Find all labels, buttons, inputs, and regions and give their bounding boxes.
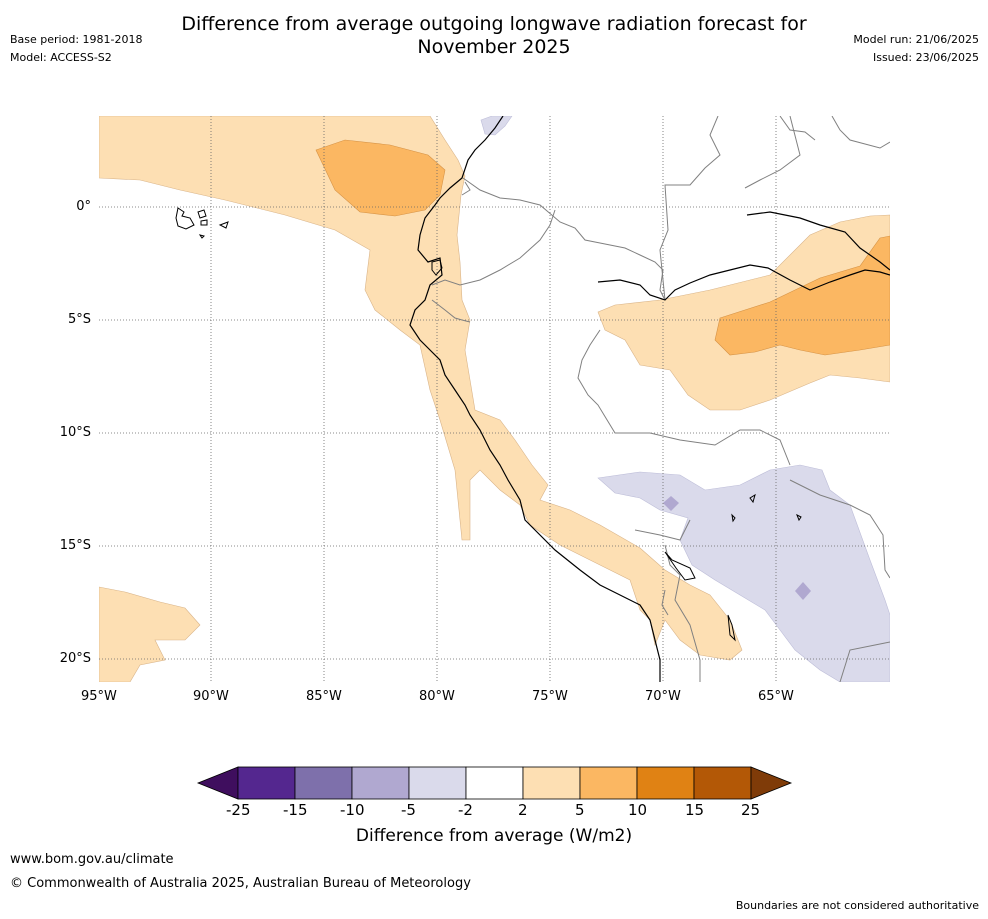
lat-label-20s: 20°S <box>59 651 91 666</box>
anomaly-spot-1 <box>663 496 679 511</box>
colorbar-swatch-5 <box>465 766 524 800</box>
anomaly-region-strong-ne-pacific <box>315 139 446 217</box>
footer-disclaimer: Boundaries are not considered authoritat… <box>735 899 979 912</box>
footer-copyright: © Commonwealth of Australia 2025, Austra… <box>10 876 471 891</box>
colorbar-tick: -2 <box>458 801 473 819</box>
lon-label-80w: 80°W <box>419 689 455 704</box>
colorbar-tick: -25 <box>226 801 251 819</box>
lat-label-5s: 5°S <box>67 312 91 327</box>
lat-label-10s: 10°S <box>59 425 91 440</box>
islands <box>175 207 802 642</box>
colorbar-tick: -15 <box>283 801 308 819</box>
lat-label-15s: 15°S <box>59 538 91 553</box>
issued-text: Issued: 23/06/2025 <box>872 51 979 64</box>
colorbar-low-extension <box>196 766 239 800</box>
model-run-text: Model run: 21/06/2025 <box>853 33 979 46</box>
coastline <box>409 116 890 682</box>
base-period-text: Base period: 1981-2018 <box>10 33 143 46</box>
meta-right: Model run: 21/06/2025 Issued: 23/06/2025 <box>853 31 979 67</box>
colorbar-swatch-2 <box>294 766 353 800</box>
colorbar-swatch-7 <box>579 766 638 800</box>
anomaly-region-strong-amazon <box>714 235 890 356</box>
anomaly-spot-2 <box>795 582 811 600</box>
title-line-1: Difference from average outgoing longwav… <box>181 13 807 35</box>
lon-label-95w: 95°W <box>81 689 117 704</box>
colorbar-swatch-3 <box>351 766 410 800</box>
anomaly-region-negative-bolivia <box>597 464 890 682</box>
lon-label-90w: 90°W <box>193 689 229 704</box>
title-line-2: November 2025 <box>417 36 571 58</box>
country-borders <box>431 116 890 682</box>
colorbar-tick: 5 <box>575 801 585 819</box>
colorbar-tick: -10 <box>340 801 365 819</box>
meta-left: Base period: 1981-2018 Model: ACCESS-S2 <box>10 31 142 67</box>
colorbar-tick: 25 <box>741 801 761 819</box>
colorbar-swatch-1 <box>237 766 296 800</box>
anomaly-region-southwest <box>99 586 201 682</box>
colorbar <box>196 766 793 800</box>
colorbar-swatch-6 <box>522 766 581 800</box>
colorbar-tick: 2 <box>518 801 528 819</box>
colorbar-swatch-4 <box>408 766 467 800</box>
model-text: Model: ACCESS-S2 <box>10 51 112 64</box>
lon-label-85w: 85°W <box>306 689 342 704</box>
colorbar-swatch-8 <box>636 766 695 800</box>
lat-label-0: 0° <box>76 199 91 214</box>
lon-label-70w: 70°W <box>645 689 681 704</box>
chart-title: Difference from average outgoing longwav… <box>0 13 988 59</box>
footer-url[interactable]: www.bom.gov.au/climate <box>10 852 174 867</box>
colorbar-tick: 15 <box>685 801 705 819</box>
map-area <box>99 116 890 682</box>
colorbar-title: Difference from average (W/m2) <box>355 826 633 846</box>
colorbar-tick: 10 <box>628 801 648 819</box>
lon-label-75w: 75°W <box>532 689 568 704</box>
gridlines <box>99 116 890 682</box>
colorbar-tick: -5 <box>401 801 416 819</box>
colorbar-swatch-9 <box>693 766 752 800</box>
colorbar-high-extension <box>750 766 793 800</box>
lon-label-65w: 65°W <box>758 689 794 704</box>
